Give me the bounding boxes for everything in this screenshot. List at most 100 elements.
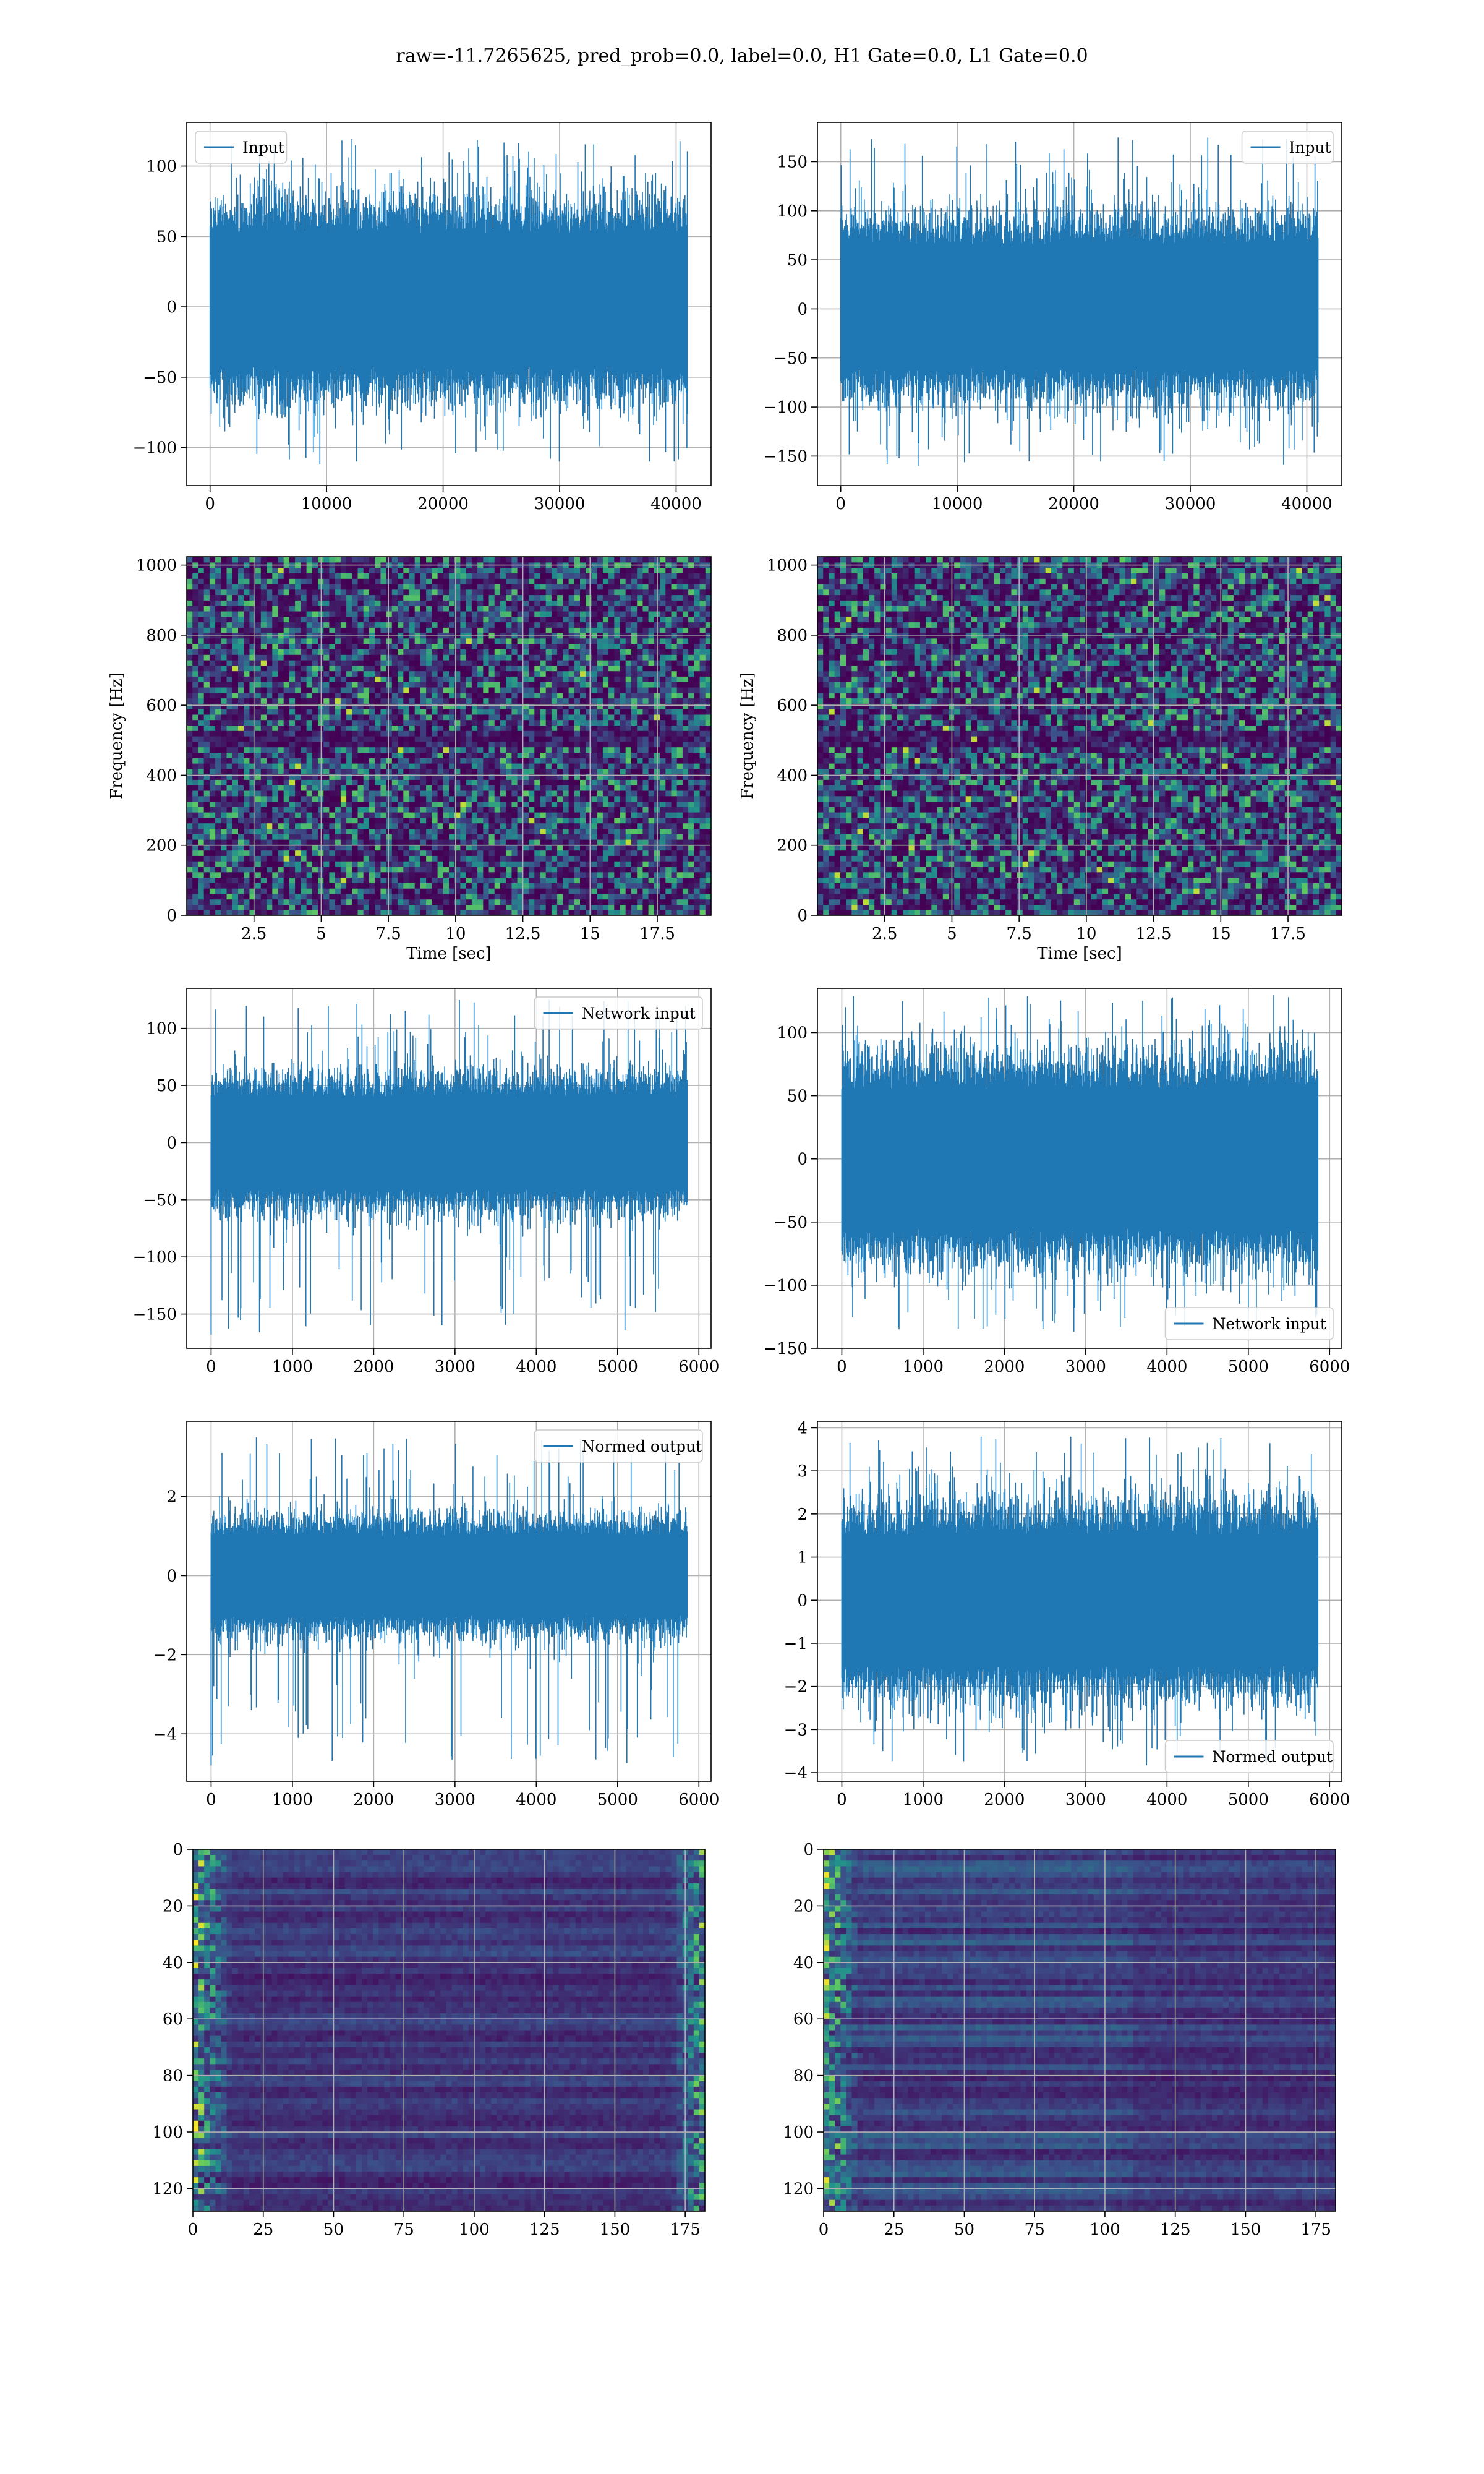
row3-left-axes: 0 1000 2000 3000 4000 5000 6000 −150 −100 −50 0 50 1… xyxy=(133,988,719,1376)
row1-left-frame xyxy=(186,122,712,486)
row1-left-ytick-label-2: 0 xyxy=(166,298,177,317)
row4-left-legend: Normed output xyxy=(534,1429,703,1463)
row3-left-xtick-label-5: 5000 xyxy=(597,1358,638,1376)
row5-left-frame xyxy=(192,1849,706,2212)
row4-left-frame xyxy=(186,1421,712,1782)
row1-left-plot-area xyxy=(187,122,711,486)
row4-left-plot-area xyxy=(187,1421,711,1781)
row3-right-ytick-label-5: 100 xyxy=(777,1024,808,1042)
row2-right-xtick-label-0: 2.5 xyxy=(872,925,897,943)
row3-right-xtick-label-5: 5000 xyxy=(1228,1358,1269,1376)
row5-left-ytick-label-6: 120 xyxy=(152,2180,183,2198)
row3-left-ytick-label-3: 0 xyxy=(166,1134,177,1152)
row5-left-ytick-label-5: 100 xyxy=(152,2123,183,2142)
row3-right-axes: 0 1000 2000 3000 4000 5000 6000 −150 −100 −50 0 50 1… xyxy=(764,988,1350,1376)
row5-right-ytick-label-2: 40 xyxy=(793,1954,814,1972)
figure-title: raw=-11.7265625, pred_prob=0.0, label=0.… xyxy=(396,45,1088,67)
row2-right-ylabel: Frequency [Hz] xyxy=(738,672,757,800)
row2-right-ytick-label-1: 200 xyxy=(777,837,808,855)
row1-right-xtick-label-3: 30000 xyxy=(1165,495,1216,513)
row2-left-ytick-label-4: 800 xyxy=(146,627,177,645)
row1-left-xtick-label-4: 40000 xyxy=(650,495,702,513)
row5-left-xtick-label-4: 100 xyxy=(459,2220,490,2239)
row2-left-xtick-label-3: 10 xyxy=(445,925,466,943)
row3-left-xtick-label-3: 3000 xyxy=(435,1358,475,1376)
row5-left-ytick-label-4: 80 xyxy=(163,2067,183,2086)
row2-right-xlabel: Time [sec] xyxy=(1037,944,1122,963)
row3-right-ytick-label-0: −150 xyxy=(764,1340,808,1358)
row1-right-ytick-label-0: −150 xyxy=(764,447,808,466)
row4-right-xtick-label-0: 0 xyxy=(837,1791,847,1809)
row2-right-ytick-label-3: 600 xyxy=(777,696,808,715)
row2-right-ytick-label-4: 800 xyxy=(777,627,808,645)
row3-right-ytick-label-4: 50 xyxy=(787,1087,808,1106)
row5-right-ytick-label-6: 120 xyxy=(783,2180,814,2198)
row5-left-xtick-label-0: 0 xyxy=(188,2220,198,2239)
row1-right-xtick-label-1: 10000 xyxy=(932,495,983,513)
row2-left-xtick-label-5: 15 xyxy=(580,925,600,943)
row4-right-xtick-label-1: 1000 xyxy=(903,1791,944,1809)
row4-right-legend-label: Normed output xyxy=(1213,1748,1333,1766)
row3-left-xtick-label-4: 4000 xyxy=(516,1358,556,1376)
row2-left-ytick-label-1: 200 xyxy=(146,837,177,855)
row5-right-ytick-label-1: 20 xyxy=(793,1897,814,1915)
row3-right-legend-label: Network input xyxy=(1213,1315,1326,1333)
row2-right-plot-area xyxy=(817,557,1342,915)
row4-right-frame xyxy=(817,1421,1342,1782)
row5-left-xtick-label-7: 175 xyxy=(670,2220,701,2239)
row3-left-plot-area xyxy=(187,988,711,1348)
row1-left-xtick-label-3: 30000 xyxy=(534,495,586,513)
row4-left-ytick-label-3: 2 xyxy=(166,1488,177,1507)
row3-left-xtick-label-2: 2000 xyxy=(353,1358,394,1376)
row3-left-xtick-label-6: 6000 xyxy=(678,1358,719,1376)
row1-right-legend: Input xyxy=(1241,131,1334,164)
row1-right-ytick-label-4: 50 xyxy=(787,251,808,270)
row1-left-xtick-label-0: 0 xyxy=(205,495,215,513)
row5-left-ytick-label-2: 40 xyxy=(163,1954,183,1972)
row1-left-legend: Input xyxy=(195,131,288,164)
row2-right-xtick-label-3: 10 xyxy=(1076,925,1096,943)
row1-left-xtick-label-2: 20000 xyxy=(417,495,469,513)
row5-left-ytick-label-0: 0 xyxy=(173,1841,183,1859)
row1-right-frame xyxy=(817,122,1342,486)
row5-left-heatmap-cells xyxy=(193,1849,705,2211)
row1-right-xtick-label-2: 20000 xyxy=(1048,495,1099,513)
row4-right-ytick-label-6: 2 xyxy=(797,1505,808,1524)
row5-left-ytick-label-3: 60 xyxy=(163,2010,183,2029)
row1-left-ytick-label-3: 50 xyxy=(156,228,177,246)
row2-left-xtick-label-6: 17.5 xyxy=(639,925,675,943)
row4-right-xtick-label-4: 4000 xyxy=(1146,1791,1187,1809)
row1-left-ytick-label-0: −100 xyxy=(133,439,177,458)
row1-right-ytick-label-5: 100 xyxy=(777,202,808,221)
row3-right-xtick-label-2: 2000 xyxy=(984,1358,1025,1376)
row5-left-xtick-label-6: 150 xyxy=(600,2220,631,2239)
row1-right-ytick-label-3: 0 xyxy=(797,300,808,319)
row5-right-xtick-label-2: 50 xyxy=(954,2220,974,2239)
row5-right-xtick-label-0: 0 xyxy=(819,2220,829,2239)
row5-right-ytick-label-4: 80 xyxy=(793,2067,814,2086)
row2-right-frame xyxy=(817,556,1342,916)
row1-right-xtick-label-4: 40000 xyxy=(1281,495,1333,513)
row1-right-ytick-label-6: 150 xyxy=(777,153,808,171)
row5-right-xtick-label-3: 75 xyxy=(1025,2220,1045,2239)
row3-right-xtick-label-1: 1000 xyxy=(903,1358,944,1376)
row3-left-xtick-label-0: 0 xyxy=(206,1358,216,1376)
row4-right-ytick-label-5: 1 xyxy=(797,1549,808,1567)
row4-right-xtick-label-3: 3000 xyxy=(1065,1791,1106,1809)
row4-right-ytick-label-3: −1 xyxy=(784,1635,808,1653)
row5-left-xtick-label-2: 50 xyxy=(323,2220,344,2239)
row4-right-ytick-label-2: −2 xyxy=(784,1678,808,1697)
row2-right-xtick-label-4: 12.5 xyxy=(1136,925,1172,943)
row4-right-xtick-label-2: 2000 xyxy=(984,1791,1025,1809)
row3-right-xtick-label-3: 3000 xyxy=(1065,1358,1106,1376)
row4-right-xtick-label-6: 6000 xyxy=(1309,1791,1350,1809)
row1-left-series-0-core xyxy=(210,233,688,366)
row3-right-frame xyxy=(817,988,1342,1349)
row5-right-frame xyxy=(823,1849,1336,2212)
row1-left-ytick-label-1: −50 xyxy=(143,369,177,387)
row2-right-xtick-label-6: 17.5 xyxy=(1270,925,1306,943)
row4-left-xtick-label-4: 4000 xyxy=(516,1791,556,1809)
row3-left-ytick-label-1: −100 xyxy=(133,1248,177,1267)
row2-right-axes: 2.5 5 7.5 10 12.5 15 17.5 0 200 400 600 800 1000 Time… xyxy=(738,556,1342,963)
row5-right-plot-area xyxy=(824,1849,1336,2211)
